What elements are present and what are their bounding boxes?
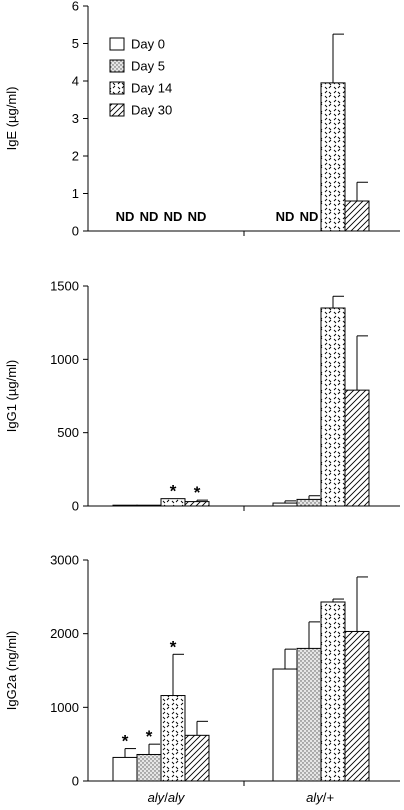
legend-swatch-day-5: [109, 59, 125, 73]
y-tick-label: 0: [72, 224, 79, 239]
legend-item-day-14: Day 14: [109, 81, 172, 96]
bar-day-30-group-1: [184, 501, 210, 507]
bar-day-14-group-2: [320, 307, 346, 507]
bar-day-30-group-2: [344, 630, 370, 782]
category-label-sep: /: [323, 790, 327, 805]
nd-label: ND: [188, 209, 207, 224]
legend-label-day-30: Day 30: [131, 103, 172, 118]
y-tick-label: 1500: [50, 279, 79, 294]
annotations: * *: [170, 482, 201, 502]
category-label-aly-plus: aly/+: [306, 790, 334, 805]
bar-day-30-group-2: [344, 200, 370, 232]
legend-swatch-day-14: [109, 81, 125, 95]
y-tick-label: 5: [72, 36, 79, 51]
legend-label-day-0: Day 0: [131, 37, 165, 52]
y-tick-label: 3000: [50, 553, 79, 568]
y-axis-label: IgG2a (ng/ml): [4, 631, 19, 710]
bars: [320, 33, 370, 232]
bar-day-5-group-1: [136, 504, 162, 507]
nd-label: ND: [276, 209, 295, 224]
y-ticks: 0 1 2 3 4 5 6: [72, 0, 88, 239]
legend-item-day-30: Day 30: [109, 103, 172, 118]
bar-day-5-group-2: [296, 647, 322, 782]
significance-star: *: [170, 482, 177, 501]
y-tick-label: 2: [72, 149, 79, 164]
significance-star: *: [146, 727, 153, 746]
significance-star: *: [194, 483, 201, 502]
y-tick-label: 0: [72, 499, 79, 514]
category-label-part: +: [326, 790, 334, 805]
bar-day-14-group-2: [320, 82, 346, 232]
bar-day-0-group-1: [112, 756, 138, 782]
bar-day-30-group-1: [184, 734, 210, 782]
y-tick-label: 0: [72, 774, 79, 789]
y-axis-label: IgE (µg/ml): [4, 87, 19, 151]
nd-label: ND: [116, 209, 135, 224]
bar-day-0-group-1: [112, 504, 138, 507]
bars: [112, 295, 370, 507]
y-tick-label: 2000: [50, 626, 79, 641]
significance-star: *: [170, 637, 177, 656]
annotations: * * *: [122, 637, 177, 750]
y-axis-label: IgG1 (µg/ml): [4, 360, 19, 433]
category-label-part: aly: [168, 790, 186, 805]
y-tick-label: 1: [72, 186, 79, 201]
bar-day-14-group-2: [320, 601, 346, 782]
nd-label: ND: [300, 209, 319, 224]
y-tick-label: 4: [72, 74, 79, 89]
category-label-part: aly: [148, 790, 166, 805]
bar-day-30-group-2: [344, 389, 370, 507]
bars: [112, 576, 370, 782]
y-tick-label: 500: [57, 425, 79, 440]
y-tick-label: 3: [72, 111, 79, 126]
nd-label: ND: [140, 209, 159, 224]
legend: Day 0 Day 5 Day 14 Day 30: [109, 37, 172, 118]
legend-label-day-5: Day 5: [131, 59, 165, 74]
panel-igg2a: 0 1000 2000 3000 IgG2a (ng/ml) * * *: [4, 553, 400, 789]
category-label-part: aly: [306, 790, 324, 805]
legend-label-day-14: Day 14: [131, 81, 172, 96]
y-tick-label: 1000: [50, 352, 79, 367]
bar-day-0-group-2: [272, 668, 298, 782]
legend-swatch-day-30: [109, 103, 125, 117]
y-ticks: 0 500 1000 1500: [50, 279, 88, 514]
annotations: ND ND ND ND ND ND: [116, 209, 319, 224]
nd-label: ND: [164, 209, 183, 224]
legend-item-day-0: Day 0: [109, 37, 165, 52]
bar-day-0-group-2: [272, 502, 298, 507]
bar-day-14-group-1: [160, 695, 186, 782]
y-tick-label: 1000: [50, 700, 79, 715]
panel-ige: 0 1 2 3 4 5 6 IgE (µg/ml) ND ND ND ND ND ND Day 0 D…: [4, 0, 400, 239]
bar-day-5-group-1: [136, 753, 162, 782]
bar-day-5-group-2: [296, 498, 322, 507]
legend-item-day-5: Day 5: [109, 59, 165, 74]
category-label-sep: /: [164, 790, 168, 805]
y-tick-label: 6: [72, 0, 79, 14]
significance-star: *: [122, 732, 129, 751]
category-label-aly-aly: aly/aly: [148, 790, 186, 805]
y-ticks: 0 1000 2000 3000: [50, 553, 88, 789]
legend-swatch-day-0: [109, 37, 125, 51]
